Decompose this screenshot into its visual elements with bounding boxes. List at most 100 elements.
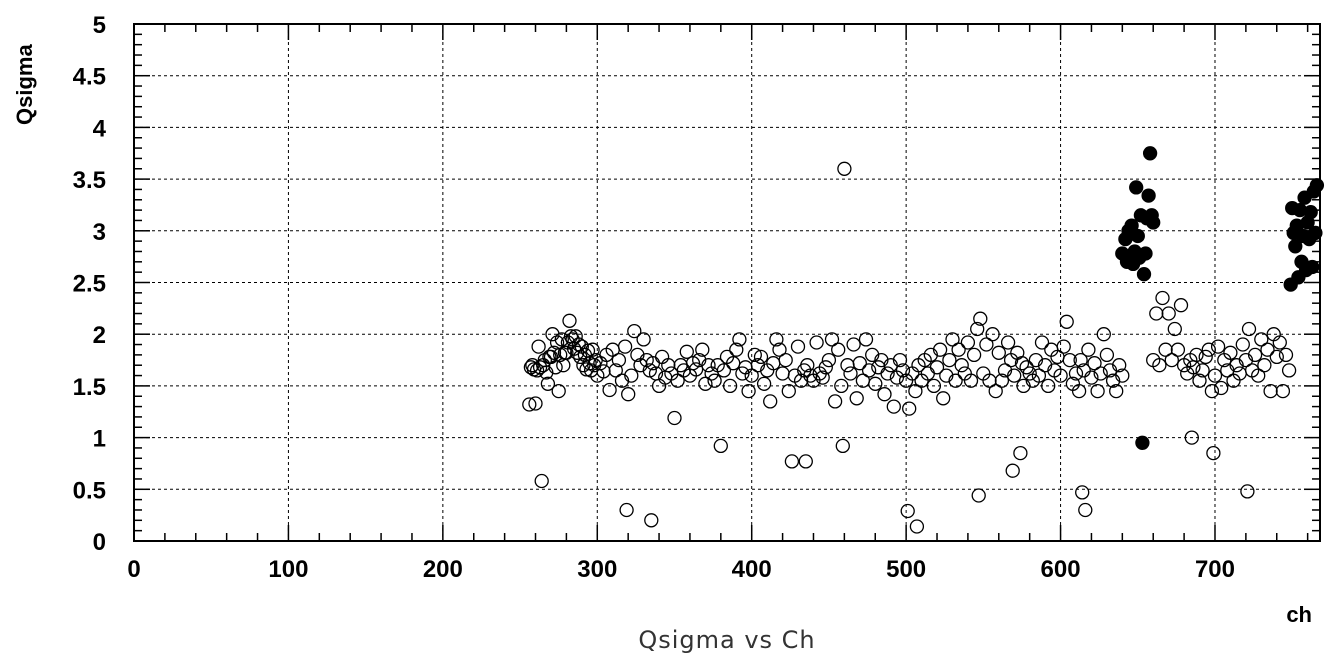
open-data-point — [636, 332, 651, 347]
open-data-point — [1022, 366, 1037, 381]
open-data-point — [756, 376, 772, 391]
open-data-point — [704, 366, 719, 381]
open-data-point — [1081, 342, 1096, 357]
chart-title: Qsigma vs Ch — [638, 626, 815, 654]
open-data-point — [585, 342, 600, 357]
open-data-point — [1201, 342, 1216, 357]
open-data-point — [1087, 356, 1102, 371]
open-data-point — [1096, 327, 1111, 342]
open-data-point — [1155, 290, 1170, 306]
x-tick-label: 400 — [732, 556, 772, 583]
y-tick-label: 0.5 — [73, 477, 106, 504]
x-tick-label: 100 — [268, 556, 308, 583]
open-data-point — [1056, 339, 1071, 354]
open-data-point — [985, 327, 1000, 342]
open-data-point — [798, 454, 813, 469]
open-data-point — [800, 358, 815, 373]
open-data-point — [695, 342, 710, 357]
open-data-point — [835, 438, 850, 454]
open-data-point — [1214, 380, 1229, 396]
open-data-point — [1223, 345, 1238, 360]
open-data-point — [877, 387, 892, 402]
open-data-point — [868, 376, 883, 391]
y-tick-label: 2.5 — [73, 271, 106, 298]
open-data-point — [1053, 368, 1068, 383]
open-data-point — [1204, 383, 1220, 399]
open-data-point — [1000, 335, 1016, 350]
open-data-point — [880, 366, 895, 381]
open-data-point — [1102, 363, 1118, 378]
open-data-point — [692, 352, 707, 368]
open-data-point — [701, 358, 716, 373]
open-data-point — [926, 378, 942, 394]
open-data-point — [548, 360, 563, 375]
open-data-point — [963, 373, 979, 388]
open-data-point — [939, 368, 954, 383]
open-data-point — [902, 401, 917, 416]
open-data-point — [997, 363, 1013, 378]
open-data-point — [1240, 484, 1255, 499]
open-data-point — [667, 410, 682, 426]
open-data-point — [1075, 485, 1090, 500]
open-data-point — [1109, 383, 1124, 399]
open-data-point — [1207, 368, 1223, 383]
open-data-point — [661, 358, 676, 373]
x-tick-label: 300 — [577, 556, 617, 583]
x-axis-label: ch — [1286, 602, 1312, 627]
open-data-point — [1241, 321, 1257, 337]
open-data-point — [1254, 332, 1269, 347]
open-data-point — [775, 366, 790, 381]
filled-data-point — [1309, 178, 1325, 193]
open-data-point — [871, 360, 886, 375]
open-data-point — [909, 519, 925, 534]
x-tick-label: 600 — [1041, 556, 1081, 583]
open-data-point — [1068, 366, 1084, 381]
open-data-point — [1173, 298, 1189, 313]
open-data-point — [707, 373, 722, 388]
open-data-point — [874, 352, 889, 368]
open-data-point — [1275, 383, 1291, 399]
open-data-point — [741, 383, 756, 399]
open-data-point — [1170, 342, 1186, 357]
open-data-point — [979, 337, 994, 352]
open-data-point — [1099, 347, 1115, 363]
y-tick-label: 1.5 — [73, 374, 106, 401]
filled-data-point — [1124, 218, 1139, 233]
y-tick-label: 5 — [93, 12, 106, 39]
open-data-point — [1115, 368, 1130, 383]
open-data-point — [1076, 363, 1091, 378]
y-tick-label: 2 — [93, 322, 106, 349]
open-data-point — [846, 337, 861, 352]
open-data-point — [970, 321, 985, 337]
data-points — [522, 146, 1325, 534]
grid-lines — [134, 24, 1320, 541]
open-data-point — [528, 396, 543, 411]
plot-frame — [133, 23, 1321, 542]
x-tick-label: 0 — [127, 556, 140, 583]
x-tick-label: 200 — [423, 556, 463, 583]
open-data-point — [892, 352, 908, 368]
open-data-point — [1164, 352, 1179, 368]
open-data-point — [945, 332, 960, 347]
open-data-point — [994, 373, 1010, 388]
open-data-point — [973, 311, 988, 326]
open-data-point — [617, 339, 633, 354]
open-data-point — [1263, 383, 1278, 399]
open-data-point — [602, 382, 617, 398]
open-data-point — [654, 349, 670, 365]
filled-data-point — [1138, 246, 1153, 261]
y-tick-label: 4 — [93, 115, 107, 142]
open-data-point — [827, 394, 843, 409]
open-data-point — [1073, 352, 1088, 368]
open-data-point — [960, 335, 976, 350]
open-data-point — [1059, 314, 1074, 329]
open-data-point — [713, 438, 728, 454]
open-data-point — [784, 454, 800, 469]
open-data-point — [769, 332, 784, 347]
open-data-point — [849, 391, 864, 406]
open-data-point — [886, 399, 901, 414]
x-tick-label: 700 — [1195, 556, 1235, 583]
open-data-point — [540, 376, 556, 391]
open-data-point — [834, 378, 849, 394]
open-data-point — [729, 342, 744, 357]
